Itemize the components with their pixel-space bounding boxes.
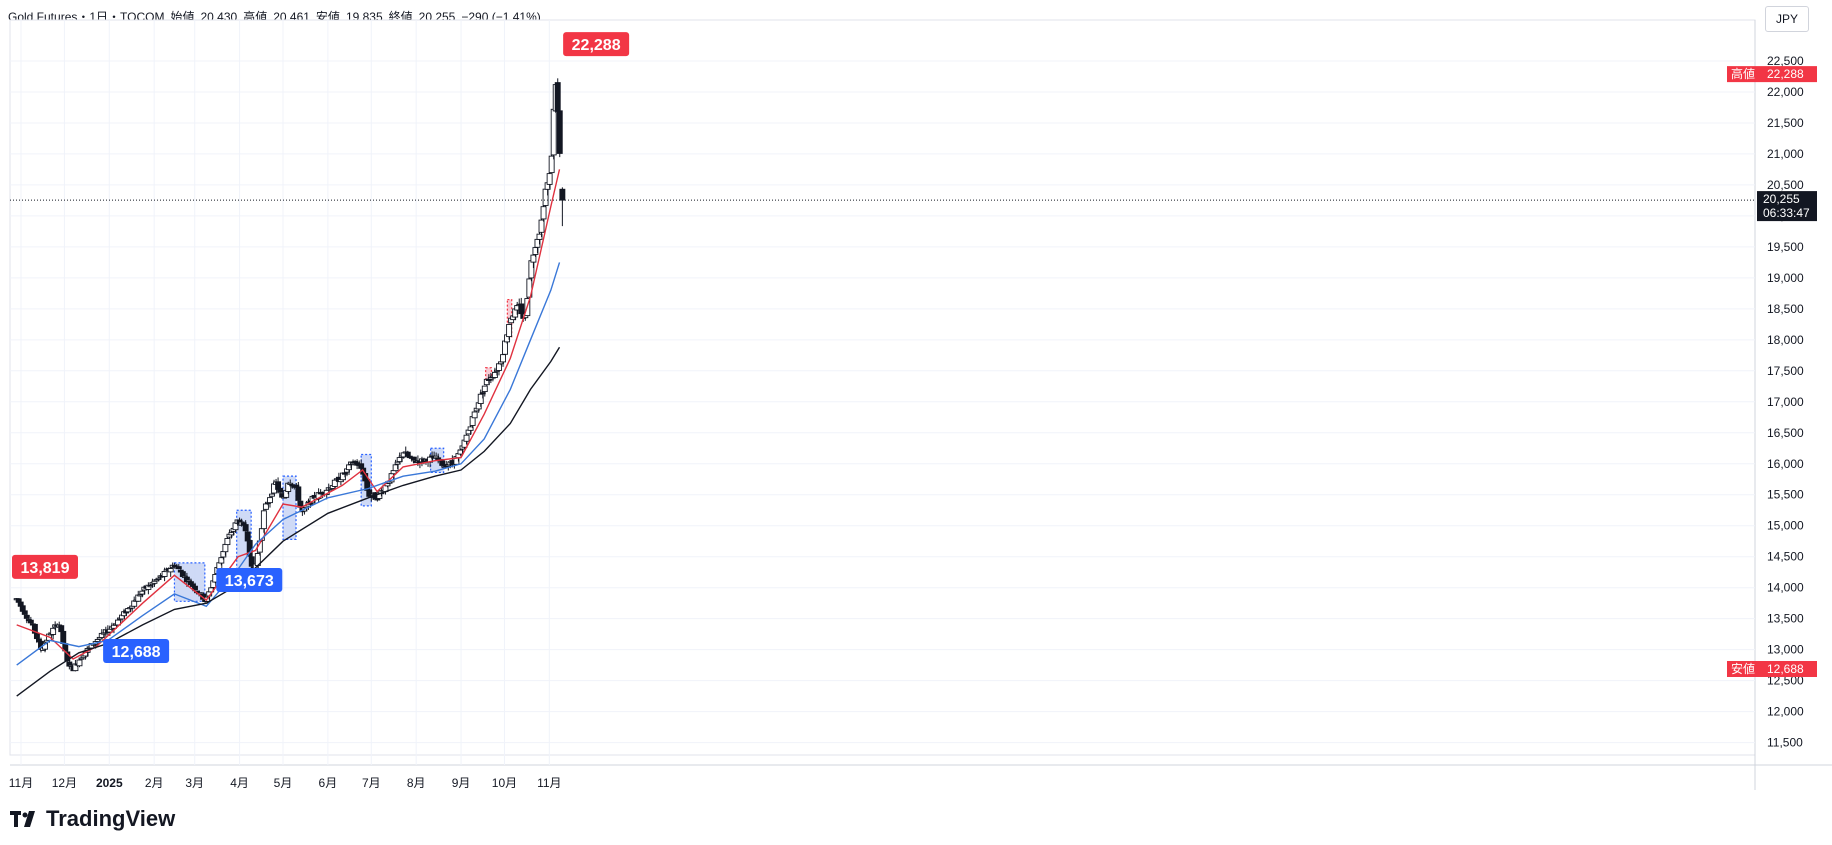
candle-body[interactable] [151, 580, 158, 584]
candle-body[interactable] [224, 538, 231, 546]
x-tick-label: 12月 [52, 776, 77, 790]
tradingview-logo[interactable]: TradingView [10, 806, 175, 832]
candle-body[interactable] [244, 531, 251, 542]
candle-body[interactable] [548, 155, 555, 174]
price-callout[interactable] [103, 638, 170, 663]
candle-body[interactable] [550, 108, 557, 156]
y-tick-label: 19,500 [1767, 240, 1804, 254]
y-tick-label: 17,500 [1767, 364, 1804, 378]
candle-body[interactable] [530, 254, 537, 263]
price-callout-label: 12,688 [112, 644, 161, 661]
x-tick-label: 2月 [145, 776, 164, 790]
y-tick-label: 20,500 [1767, 178, 1804, 192]
price-callout[interactable] [12, 554, 78, 579]
x-tick-label: 2025 [96, 776, 123, 790]
y-tick-label: 14,000 [1767, 581, 1804, 595]
candle-body[interactable] [167, 568, 174, 573]
y-tick-label: 12,000 [1767, 705, 1804, 719]
y-tick-label: 21,000 [1767, 147, 1804, 161]
y-tick-label: 12,500 [1767, 674, 1804, 688]
candle-body[interactable] [471, 411, 478, 419]
price-callout-label: 13,673 [225, 573, 274, 590]
candle-body[interactable] [222, 543, 229, 553]
candle-body[interactable] [267, 497, 273, 504]
y-tick-label: 14,500 [1767, 550, 1804, 564]
candle-body[interactable] [50, 627, 57, 635]
candle-body[interactable] [540, 206, 547, 220]
candle-body[interactable] [467, 426, 474, 431]
plot-area[interactable] [9, 19, 1756, 756]
candle-body[interactable] [115, 619, 121, 626]
price-label-value: 12,688 [1767, 662, 1804, 676]
y-tick-label: 22,500 [1767, 54, 1804, 68]
y-tick-label: 21,500 [1767, 116, 1804, 130]
y-tick-label: 13,000 [1767, 643, 1804, 657]
y-tick-label: 19,000 [1767, 271, 1804, 285]
x-tick-label: 5月 [274, 776, 293, 790]
y-tick-label: 13,500 [1767, 612, 1804, 626]
candle-body[interactable] [481, 385, 488, 393]
price-callout-label: 13,819 [21, 560, 70, 577]
y-tick-label: 15,500 [1767, 488, 1804, 502]
candle-body[interactable] [260, 510, 267, 530]
x-tick-label: 9月 [452, 776, 471, 790]
y-tick-label: 11,500 [1767, 736, 1803, 750]
candle-body[interactable] [33, 633, 40, 640]
candle-body[interactable] [76, 659, 83, 667]
candle-body[interactable] [218, 557, 225, 564]
price-label-badge [1727, 660, 1817, 677]
y-tick-label: 18,500 [1767, 302, 1804, 316]
x-tick-label: 3月 [185, 776, 204, 790]
price-chart[interactable]: 11,500 12,000 12,500 13,000 13,500 14,000 14,5… [0, 0, 1832, 800]
candle-body[interactable] [463, 434, 470, 442]
y-tick-label: 15,000 [1767, 519, 1804, 533]
price-callout[interactable] [216, 567, 283, 592]
candle-body[interactable] [161, 571, 168, 577]
y-tick-label: 16,000 [1767, 457, 1804, 471]
y-tick-label: 17,000 [1767, 395, 1804, 409]
candle-body[interactable] [556, 110, 563, 154]
moving-average-line [16, 169, 561, 660]
candle-body[interactable] [262, 503, 269, 510]
candle-body[interactable] [192, 585, 198, 591]
bar-countdown: 06:33:47 [1763, 206, 1810, 220]
current-price-badge [1757, 191, 1817, 222]
tradingview-logo-text: TradingView [46, 806, 176, 831]
candle-body[interactable] [248, 556, 255, 567]
y-tick-label: 18,000 [1767, 333, 1804, 347]
x-tick-label: 11月 [537, 776, 561, 790]
x-tick-label: 8月 [407, 776, 426, 790]
candle-body[interactable] [27, 619, 34, 624]
candle-body[interactable] [295, 486, 302, 501]
candle-body[interactable] [546, 173, 553, 185]
price-label-tag: 安値 [1731, 661, 1755, 676]
price-label-badge [1727, 66, 1817, 83]
price-callout[interactable] [563, 32, 630, 57]
x-tick-label: 7月 [362, 776, 381, 790]
candle-body[interactable] [269, 493, 275, 497]
candle-body[interactable] [131, 600, 138, 607]
x-tick-label: 6月 [319, 776, 338, 790]
candle-body[interactable] [78, 657, 85, 660]
candle-body[interactable] [175, 566, 182, 570]
currency-button[interactable]: JPY [1765, 6, 1809, 32]
price-label-tag: 高値 [1731, 66, 1755, 81]
x-tick-label: 4月 [230, 776, 249, 790]
candle-body[interactable] [538, 219, 545, 233]
candle-body[interactable] [559, 188, 566, 201]
candle-body[interactable] [242, 524, 249, 532]
candle-body[interactable] [200, 593, 207, 600]
price-label-value: 22,288 [1767, 67, 1804, 81]
tradingview-logo-icon [10, 811, 35, 827]
x-tick-label: 10月 [492, 776, 517, 790]
candle-body[interactable] [500, 354, 506, 363]
candle-body[interactable] [506, 324, 513, 338]
x-tick-label: 11月 [9, 776, 33, 790]
price-callout-label: 22,288 [572, 37, 621, 54]
y-tick-label: 16,500 [1767, 426, 1804, 440]
current-price-value: 20,255 [1763, 192, 1800, 206]
y-tick-label: 22,000 [1767, 85, 1804, 99]
candle-body[interactable] [58, 625, 65, 633]
moving-average-line [16, 262, 561, 666]
